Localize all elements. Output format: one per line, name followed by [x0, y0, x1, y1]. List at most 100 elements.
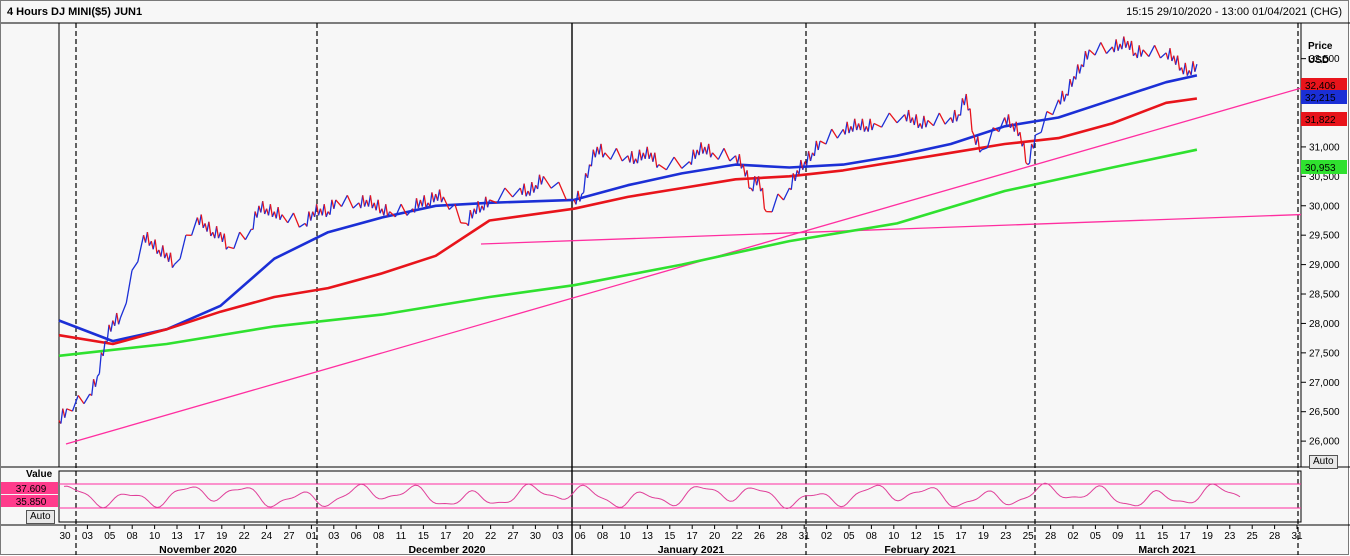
price-segment	[579, 193, 583, 202]
price-segment	[1140, 49, 1144, 57]
price-segment	[927, 119, 934, 127]
main-panel	[58, 22, 1302, 468]
price-segment	[262, 201, 266, 215]
price-segment	[60, 408, 64, 424]
price-segment	[896, 114, 906, 124]
price-segment	[208, 221, 212, 237]
price-segment	[531, 181, 535, 193]
price-segment	[665, 156, 675, 171]
price-segment	[1027, 162, 1030, 166]
day-tick-label: 17	[1179, 531, 1191, 542]
day-tick-label: 12	[911, 531, 923, 542]
price-tick-label: 31,000	[1309, 142, 1340, 153]
price-segment	[256, 205, 260, 218]
price-segment	[496, 187, 506, 204]
price-tick-label: 28,000	[1309, 319, 1340, 330]
price-segment	[729, 155, 737, 162]
day-tick-label: 15	[664, 531, 676, 542]
ma_fast-line	[58, 74, 1198, 343]
price-segment	[846, 121, 850, 134]
price-segment	[406, 208, 414, 216]
price-segment	[281, 214, 289, 224]
oscillator-tag-low	[1, 495, 58, 507]
price-segment	[306, 211, 310, 227]
price-segment	[708, 143, 712, 158]
price-segment	[1159, 52, 1167, 59]
price-segment	[315, 204, 320, 216]
price-segment	[710, 152, 714, 158]
price-segment	[581, 192, 585, 195]
price-segment	[131, 261, 139, 271]
price-segment	[333, 199, 337, 209]
price-tag	[1301, 160, 1347, 174]
day-tick-label: 03	[552, 531, 564, 542]
price-segment	[915, 114, 919, 128]
price-segment	[610, 148, 617, 160]
day-tick-label: 10	[619, 531, 631, 542]
day-tick-label: 13	[642, 531, 654, 542]
day-tick-label: 31	[799, 531, 811, 542]
price-tag	[1301, 78, 1347, 92]
price-segment	[310, 211, 314, 221]
price-segment	[94, 376, 99, 387]
price-segment	[1063, 93, 1067, 102]
day-tick-label: 11	[1135, 531, 1146, 542]
price-segment	[448, 203, 456, 210]
oscillator-tag-high	[1, 482, 58, 494]
price-segment	[146, 232, 150, 246]
day-tick-label: 27	[507, 531, 519, 542]
price-segment	[861, 118, 866, 132]
price-segment	[1067, 79, 1071, 96]
price-segment	[602, 152, 606, 158]
price-segment	[425, 202, 429, 209]
price-segment	[1086, 49, 1090, 60]
price-tag	[1301, 112, 1347, 126]
price-segment	[64, 408, 68, 418]
price-segment	[325, 211, 329, 218]
price-segment	[279, 214, 283, 221]
oscillator-panel: 37.609 35.850	[1, 482, 1301, 510]
price-segment	[523, 183, 527, 197]
price-segment	[346, 195, 354, 209]
price-segment	[694, 149, 698, 159]
price-segment	[852, 118, 856, 132]
price-segment	[483, 196, 487, 211]
price-segment	[712, 152, 719, 160]
price-segment	[631, 151, 635, 164]
price-segment	[98, 352, 102, 374]
price-segment	[654, 152, 658, 168]
price-segment	[698, 142, 702, 156]
price-segment	[83, 393, 91, 405]
day-tick-label: 31	[1291, 531, 1303, 542]
price-segment	[690, 149, 694, 165]
month-label: February 2021	[884, 544, 955, 556]
price-segment	[869, 118, 873, 131]
price-segment	[486, 199, 491, 208]
oscillator-line	[63, 482, 1241, 510]
day-tick-label: 02	[1067, 531, 1079, 542]
price-segment	[460, 222, 467, 225]
price-segment	[219, 232, 224, 243]
price-segment	[287, 212, 295, 224]
price-segment	[888, 112, 898, 124]
price-segment	[171, 264, 175, 269]
price-segment	[77, 395, 85, 405]
price-auto-button[interactable]: Auto	[1309, 455, 1338, 469]
price-segment	[636, 149, 641, 164]
oscillator-auto-button[interactable]: Auto	[26, 510, 55, 524]
price-segment	[986, 127, 994, 148]
day-tick-label: 17	[687, 531, 699, 542]
price-segment	[881, 112, 890, 128]
price-segment	[977, 136, 981, 153]
month-label: March 2021	[1138, 544, 1195, 556]
price-segment	[1100, 42, 1108, 54]
price-segment	[959, 98, 964, 116]
price-segment	[640, 152, 644, 161]
price-segment	[137, 235, 145, 262]
day-tick-label: 19	[978, 531, 990, 542]
day-tick-label: 17	[440, 531, 452, 542]
day-tick-label: 06	[351, 531, 363, 542]
price-segment	[604, 152, 612, 160]
